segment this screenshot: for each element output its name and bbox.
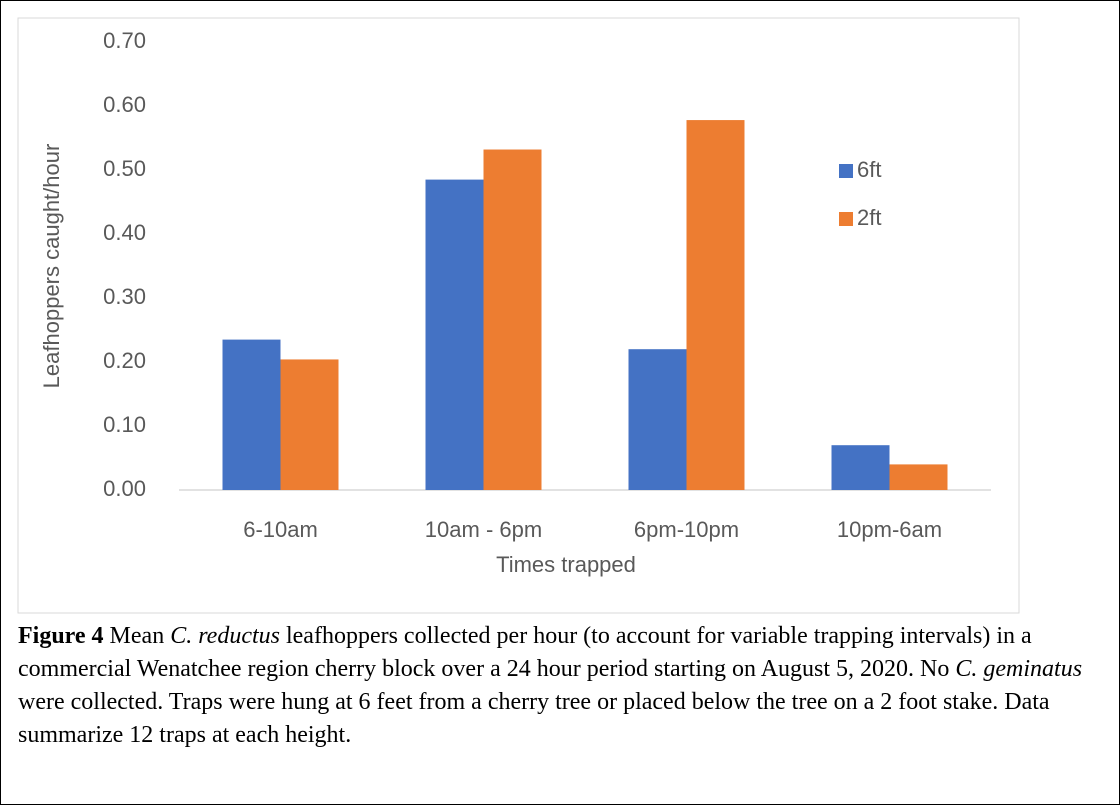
x-tick-label: 6pm-10pm xyxy=(634,517,739,542)
caption-run: leafhoppers collected per hour (to accou… xyxy=(18,623,1032,682)
x-tick-label: 6-10am xyxy=(243,517,318,542)
x-tick-label: 10am - 6pm xyxy=(425,517,542,542)
bar xyxy=(628,349,687,490)
y-tick-label: 0.70 xyxy=(103,28,146,53)
bar xyxy=(425,179,484,490)
legend-label: 6ft xyxy=(857,157,881,182)
caption-run: C. reductus xyxy=(170,623,280,649)
legend-label: 2ft xyxy=(857,205,881,230)
y-tick-label: 0.60 xyxy=(103,92,146,117)
bar xyxy=(889,464,948,490)
y-tick-label: 0.40 xyxy=(103,220,146,245)
x-tick-label: 10pm-6am xyxy=(837,517,942,542)
bar xyxy=(483,149,542,490)
bar xyxy=(280,359,339,490)
legend-swatch xyxy=(839,164,853,178)
figure-caption: Figure 4 Mean C. reductus leafhoppers co… xyxy=(18,620,1098,752)
caption-run: Figure 4 xyxy=(18,623,104,649)
caption-run: C. geminatus xyxy=(955,656,1083,682)
x-axis-label: Times trapped xyxy=(496,552,636,577)
y-tick-label: 0.50 xyxy=(103,156,146,181)
y-tick-label: 0.30 xyxy=(103,284,146,309)
legend-swatch xyxy=(839,212,853,226)
y-axis-label: Leafhoppers caught/hour xyxy=(39,144,64,389)
chart: Leafhoppers caught/hour Times trapped 0.… xyxy=(17,17,1020,614)
y-tick-label: 0.20 xyxy=(103,348,146,373)
caption-run: were collected. Traps were hung at 6 fee… xyxy=(18,689,1050,748)
y-tick-label: 0.10 xyxy=(103,412,146,437)
y-tick-label: 0.00 xyxy=(103,476,146,501)
bar xyxy=(686,120,745,490)
bar xyxy=(831,445,890,490)
bar xyxy=(222,339,281,490)
caption-run: Mean xyxy=(103,623,171,649)
